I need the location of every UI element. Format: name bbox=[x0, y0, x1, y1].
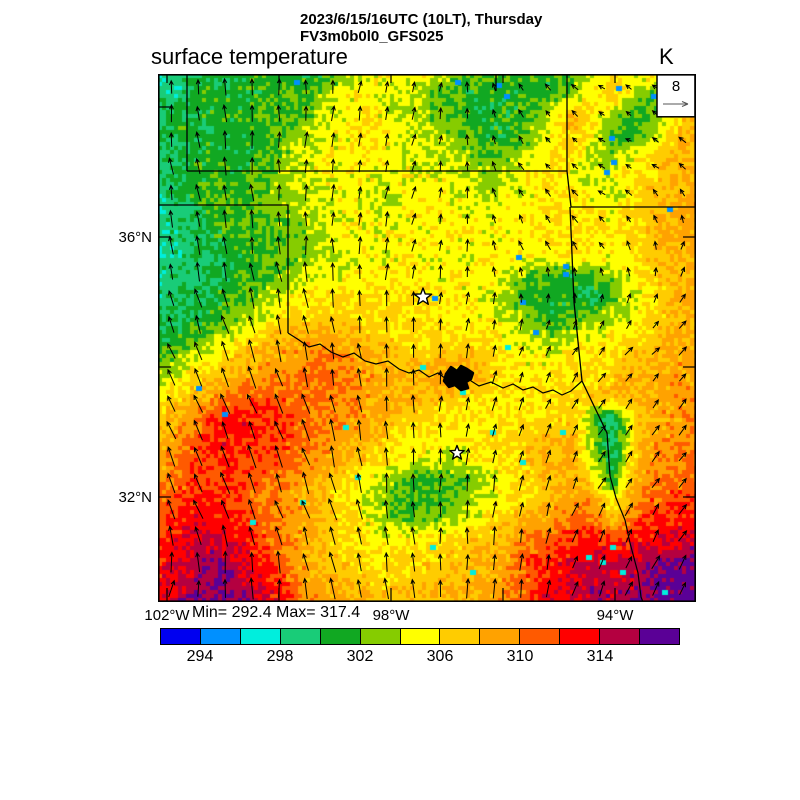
colorbar-segment bbox=[240, 629, 281, 644]
river-lines bbox=[287, 332, 644, 602]
colorbar-segment bbox=[560, 629, 601, 644]
temperature-raster bbox=[158, 74, 696, 602]
colorbar-tick-310: 310 bbox=[506, 648, 534, 665]
lon-label-94w: 94°W bbox=[596, 607, 634, 624]
colorbar-segment bbox=[640, 629, 679, 644]
axis-ticks bbox=[159, 75, 695, 601]
colorbar-segment bbox=[320, 629, 361, 644]
colorbar-tick-306: 306 bbox=[426, 648, 454, 665]
star-marker bbox=[413, 287, 433, 306]
wind-reference-value: 8 bbox=[672, 78, 680, 95]
colorbar-tick-302: 302 bbox=[346, 648, 374, 665]
plot-title-model: FV3m0b0l0_GFS025 bbox=[300, 28, 444, 45]
map-panel: 8 bbox=[158, 74, 696, 602]
state-borders bbox=[158, 74, 696, 477]
colorbar bbox=[160, 628, 680, 645]
plot-title-datetime: 2023/6/15/16UTC (10LT), Thursday bbox=[300, 11, 543, 28]
colorbar-segment bbox=[200, 629, 241, 644]
map-overlay: 8 bbox=[158, 74, 696, 602]
colorbar-segment bbox=[520, 629, 561, 644]
colorbar-segment bbox=[360, 629, 401, 644]
wind-arrows-layer bbox=[166, 77, 688, 600]
star-marker bbox=[449, 444, 465, 460]
colorbar-segment bbox=[480, 629, 521, 644]
lake-texoma-blob bbox=[442, 364, 475, 392]
colorbar-segment bbox=[440, 629, 481, 644]
lat-label-36n: 36°N bbox=[118, 229, 152, 246]
map-frame bbox=[158, 74, 696, 602]
colorbar-tick-298: 298 bbox=[266, 648, 294, 665]
lon-label-102w: 102°W bbox=[144, 607, 190, 624]
wind-reference-box: 8 bbox=[656, 74, 696, 118]
min-max-readout: Min= 292.4 Max= 317.4 bbox=[192, 604, 361, 621]
colorbar-tick-294: 294 bbox=[186, 648, 214, 665]
colorbar-tick-314: 314 bbox=[586, 648, 614, 665]
colorbar-segment bbox=[600, 629, 641, 644]
lon-label-98w: 98°W bbox=[372, 607, 410, 624]
lat-label-32n: 32°N bbox=[118, 489, 152, 506]
unit-label: K bbox=[659, 44, 674, 69]
field-label: surface temperature bbox=[151, 44, 348, 69]
colorbar-segment bbox=[280, 629, 321, 644]
colorbar-segment bbox=[161, 629, 201, 644]
colorbar-segment bbox=[400, 629, 441, 644]
